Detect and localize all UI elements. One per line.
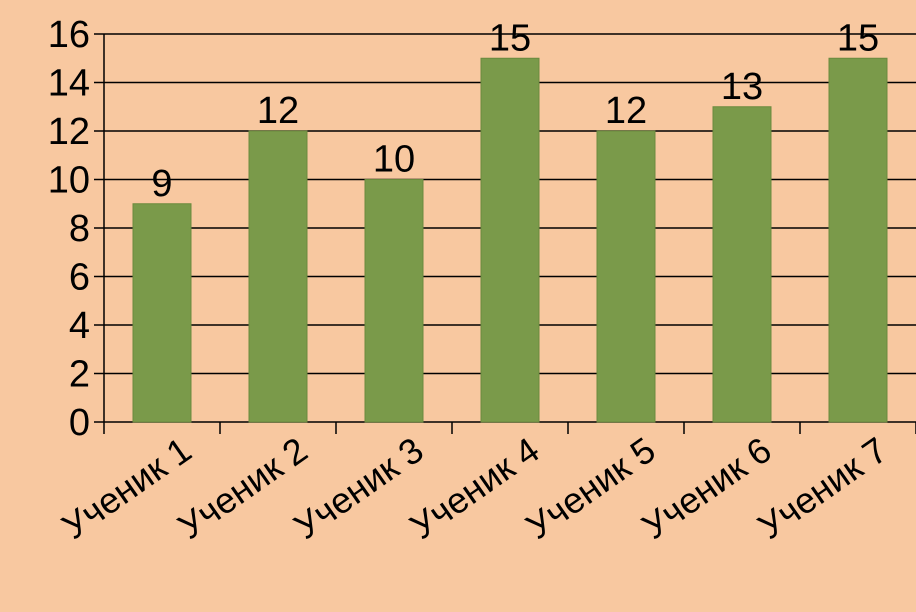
category-label: Ученик 7 (750, 429, 894, 547)
bar (132, 203, 192, 423)
data-label: 15 (837, 17, 879, 59)
category-label: Ученик 5 (518, 429, 662, 547)
data-label: 9 (151, 163, 172, 205)
data-label: 12 (257, 90, 299, 132)
bar (248, 130, 308, 423)
bar (596, 130, 656, 423)
category-label: Ученик 3 (286, 429, 430, 547)
bar (828, 57, 888, 423)
data-label: 12 (605, 90, 647, 132)
bars (132, 57, 888, 423)
y-tick-label: 2 (69, 354, 90, 396)
data-label: 15 (489, 17, 531, 59)
y-tick-label: 6 (69, 257, 90, 299)
category-label: Ученик 1 (54, 429, 198, 547)
y-tick-label: 8 (69, 208, 90, 250)
axes (94, 33, 916, 434)
data-label: 10 (373, 139, 415, 181)
y-tick-label: 16 (48, 14, 90, 56)
category-label: Ученик 2 (170, 429, 314, 547)
category-label: Ученик 4 (402, 429, 546, 547)
bar (480, 57, 540, 423)
y-tick-label: 12 (48, 111, 90, 153)
category-label: Ученик 6 (634, 429, 778, 547)
y-tick-label: 0 (69, 402, 90, 444)
bar (712, 106, 772, 423)
y-tick-label: 14 (48, 63, 90, 105)
y-tick-label: 4 (69, 305, 90, 347)
data-label: 13 (721, 66, 763, 108)
bar (364, 179, 424, 423)
y-tick-label: 10 (48, 160, 90, 202)
